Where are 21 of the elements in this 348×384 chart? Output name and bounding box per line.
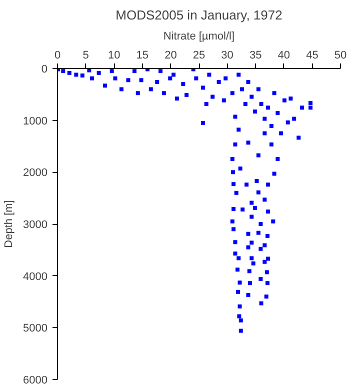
x-tick-label: 0 — [54, 50, 61, 62]
x-axis-title: Nitrate [µmol/l] — [163, 30, 235, 42]
x-tick-label: 40 — [278, 50, 290, 62]
chart-title: MODS2005 in January, 1972 — [116, 8, 282, 22]
x-tick-label: 25 — [192, 50, 206, 62]
x-tick-label: 5 — [82, 50, 89, 62]
x-tick-label: 10 — [108, 50, 120, 62]
y-tick-label: 0 — [41, 64, 48, 76]
y-tick-label: 2000 — [23, 167, 48, 180]
x-tick-label: 35 — [249, 50, 262, 62]
x-tick-label: 20 — [164, 50, 177, 62]
y-tick-label: 3000 — [23, 219, 48, 231]
x-tick-label: 45 — [306, 50, 318, 62]
y-tick-label: 4000 — [23, 270, 48, 283]
x-tick-label: 15 — [136, 50, 149, 62]
y-tick-label: 6000 — [23, 374, 48, 384]
x-tick-label: 30 — [221, 50, 234, 62]
y-tick-label: 5000 — [23, 322, 48, 335]
x-tick-label: 50 — [334, 50, 347, 62]
y-axis-title: Depth [m] — [3, 200, 16, 248]
y-tick-label: 1000 — [23, 115, 48, 128]
